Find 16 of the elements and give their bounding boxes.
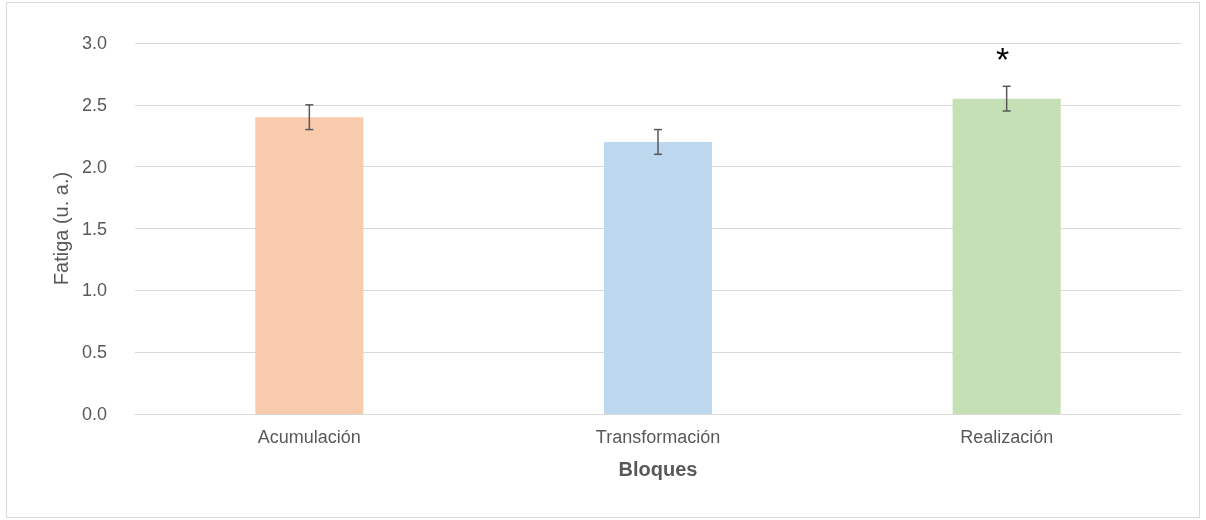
x-axis-title: Bloques — [618, 458, 698, 480]
x-tick-label: Transformación — [595, 427, 721, 447]
y-tick-label: 2.0 — [81, 156, 107, 177]
y-axis-title: Fatiga (u. a.) — [50, 171, 73, 286]
x-tick-label: Acumulación — [257, 427, 361, 447]
bar — [952, 98, 1061, 414]
y-tick-label: 1.0 — [81, 280, 107, 301]
x-tick-label: Realización — [960, 427, 1054, 447]
annotation: * — [996, 40, 1010, 78]
y-tick-label: 0.5 — [81, 342, 107, 363]
bar — [255, 117, 364, 414]
y-tick-label: 1.5 — [81, 218, 107, 239]
y-tick-label: 2.5 — [81, 94, 107, 115]
y-tick-label: 3.0 — [81, 33, 107, 53]
y-tick-label: 0.0 — [81, 404, 107, 424]
bar — [603, 141, 713, 414]
